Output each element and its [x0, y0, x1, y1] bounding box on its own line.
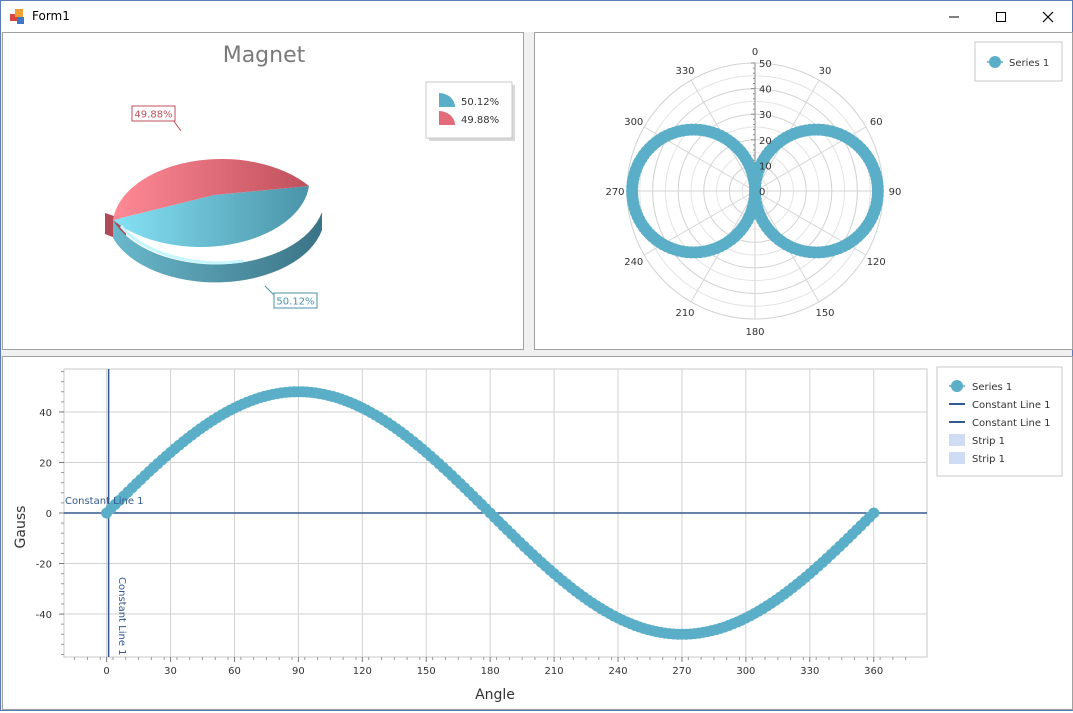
pie-label-blue-connector — [264, 285, 276, 297]
polar-legend-label: Series 1 — [1009, 58, 1049, 69]
maximize-button[interactable] — [978, 1, 1024, 32]
y-tick-label: -40 — [36, 610, 52, 621]
line-chart-panel: 0 30 60 90 120 150 180 210 240 270 300 330 360 40 20 0 -… — [2, 356, 1073, 710]
legend-series-marker-icon — [951, 380, 963, 392]
polar-angle-label: 240 — [624, 257, 643, 268]
polar-radial-label: 20 — [759, 136, 772, 147]
y-tick-label: 0 — [46, 509, 52, 520]
x-axis-title: Angle — [475, 687, 515, 703]
legend-item-constant-line-2: Constant Line 1 — [972, 418, 1051, 429]
y-tick-label: -20 — [36, 560, 52, 571]
series-point — [868, 507, 880, 519]
x-tick-label: 30 — [164, 666, 177, 677]
pie-legend-red-icon — [439, 111, 455, 125]
polar-angle-label: 270 — [605, 187, 624, 198]
y-tick-label: 40 — [39, 408, 52, 419]
polar-radial-label: 40 — [759, 85, 772, 96]
x-tick-label: 300 — [736, 666, 755, 677]
x-tick-label: 0 — [103, 666, 109, 677]
window-title: Form1 — [32, 9, 70, 23]
polar-radial-label: 50 — [759, 59, 772, 70]
polar-legend-marker-icon — [989, 56, 1001, 68]
line-chart: 0 30 60 90 120 150 180 210 240 270 300 330 360 40 20 0 -… — [13, 366, 1063, 703]
close-button[interactable] — [1025, 1, 1071, 32]
x-tick-label: 120 — [353, 666, 372, 677]
polar-angle-label: 300 — [624, 117, 643, 128]
pie-chart: Magnet 49.88% 50.12% 50.12% 49.88% — [105, 43, 515, 309]
maximize-icon — [996, 11, 1006, 22]
minimize-button[interactable] — [931, 1, 977, 32]
pie-label-red-connector — [172, 119, 182, 132]
line-axes: 0 30 60 90 120 150 180 210 240 270 300 330 360 40 20 0 -… — [36, 371, 907, 677]
polar-series-1[interactable] — [626, 123, 884, 259]
polar-radial-label: 30 — [759, 110, 772, 121]
pie-highlight — [119, 225, 244, 265]
pie-legend — [425, 81, 513, 139]
legend-item-strip-2: Strip 1 — [972, 454, 1005, 465]
legend-item-series-1: Series 1 — [972, 382, 1012, 393]
x-tick-label: 270 — [672, 666, 691, 677]
pie-legend-blue-icon — [439, 93, 455, 107]
pie-label-blue: 50.12% — [276, 297, 314, 308]
app-icon — [10, 9, 26, 25]
polar-angle-label: 150 — [815, 308, 834, 319]
x-tick-label: 150 — [417, 666, 436, 677]
polar-axis-labels: 0 30 60 90 120 150 180 210 240 270 300 330 0 10 20 30 40… — [605, 47, 901, 338]
polar-point — [749, 185, 761, 197]
constant-line-h-label: Constant Line 1 — [65, 496, 144, 507]
polar-chart-panel: 0 30 60 90 120 150 180 210 240 270 300 330 0 10 20 30 40… — [534, 32, 1073, 350]
pie-slice-blue[interactable] — [113, 186, 309, 247]
pie-label-red: 49.88% — [134, 110, 172, 121]
pie-title: Magnet — [223, 43, 306, 68]
pie-legend-item-1: 50.12% — [461, 97, 499, 108]
polar-chart: 0 30 60 90 120 150 180 210 240 270 300 330 0 10 20 30 40… — [605, 41, 1063, 338]
polar-angle-label: 60 — [870, 117, 883, 128]
pie-label-blue-box — [273, 292, 318, 309]
y-tick-label: 20 — [39, 458, 52, 469]
line-series-1[interactable] — [101, 386, 880, 640]
x-tick-label: 240 — [608, 666, 627, 677]
polar-radial-label: 10 — [759, 161, 772, 172]
polar-angle-label: 90 — [889, 187, 902, 198]
title-bar[interactable]: Form1 — [1, 1, 1072, 32]
pie-chart-panel: Magnet 49.88% 50.12% 50.12% 49.88% — [2, 32, 524, 350]
close-icon — [1042, 11, 1054, 22]
x-tick-label: 180 — [481, 666, 500, 677]
polar-angle-label: 330 — [675, 66, 694, 77]
polar-angle-label: 180 — [745, 327, 764, 338]
pie-label-red-box — [131, 105, 176, 122]
pie-blue-side — [113, 212, 322, 283]
polar-angle-label: 120 — [867, 257, 886, 268]
polar-radial-label: 0 — [759, 187, 765, 198]
legend-strip-icon-2 — [949, 452, 965, 464]
x-tick-label: 330 — [800, 666, 819, 677]
minimize-icon — [949, 16, 959, 17]
legend-strip-icon — [949, 434, 965, 446]
polar-angle-label: 210 — [675, 308, 694, 319]
legend-item-constant-line-1: Constant Line 1 — [972, 400, 1051, 411]
y-axis-title: Gauss — [13, 506, 29, 549]
x-tick-label: 60 — [228, 666, 241, 677]
polar-angle-label: 0 — [752, 47, 758, 58]
x-tick-label: 360 — [864, 666, 883, 677]
x-tick-label: 210 — [545, 666, 564, 677]
legend-item-strip-1: Strip 1 — [972, 436, 1005, 447]
x-tick-label: 90 — [292, 666, 305, 677]
constant-line-v-label: Constant Line 1 — [116, 577, 127, 656]
pie-slice-red[interactable] — [113, 159, 309, 220]
polar-angle-label: 30 — [819, 66, 832, 77]
pie-legend-item-2: 49.88% — [461, 115, 499, 126]
